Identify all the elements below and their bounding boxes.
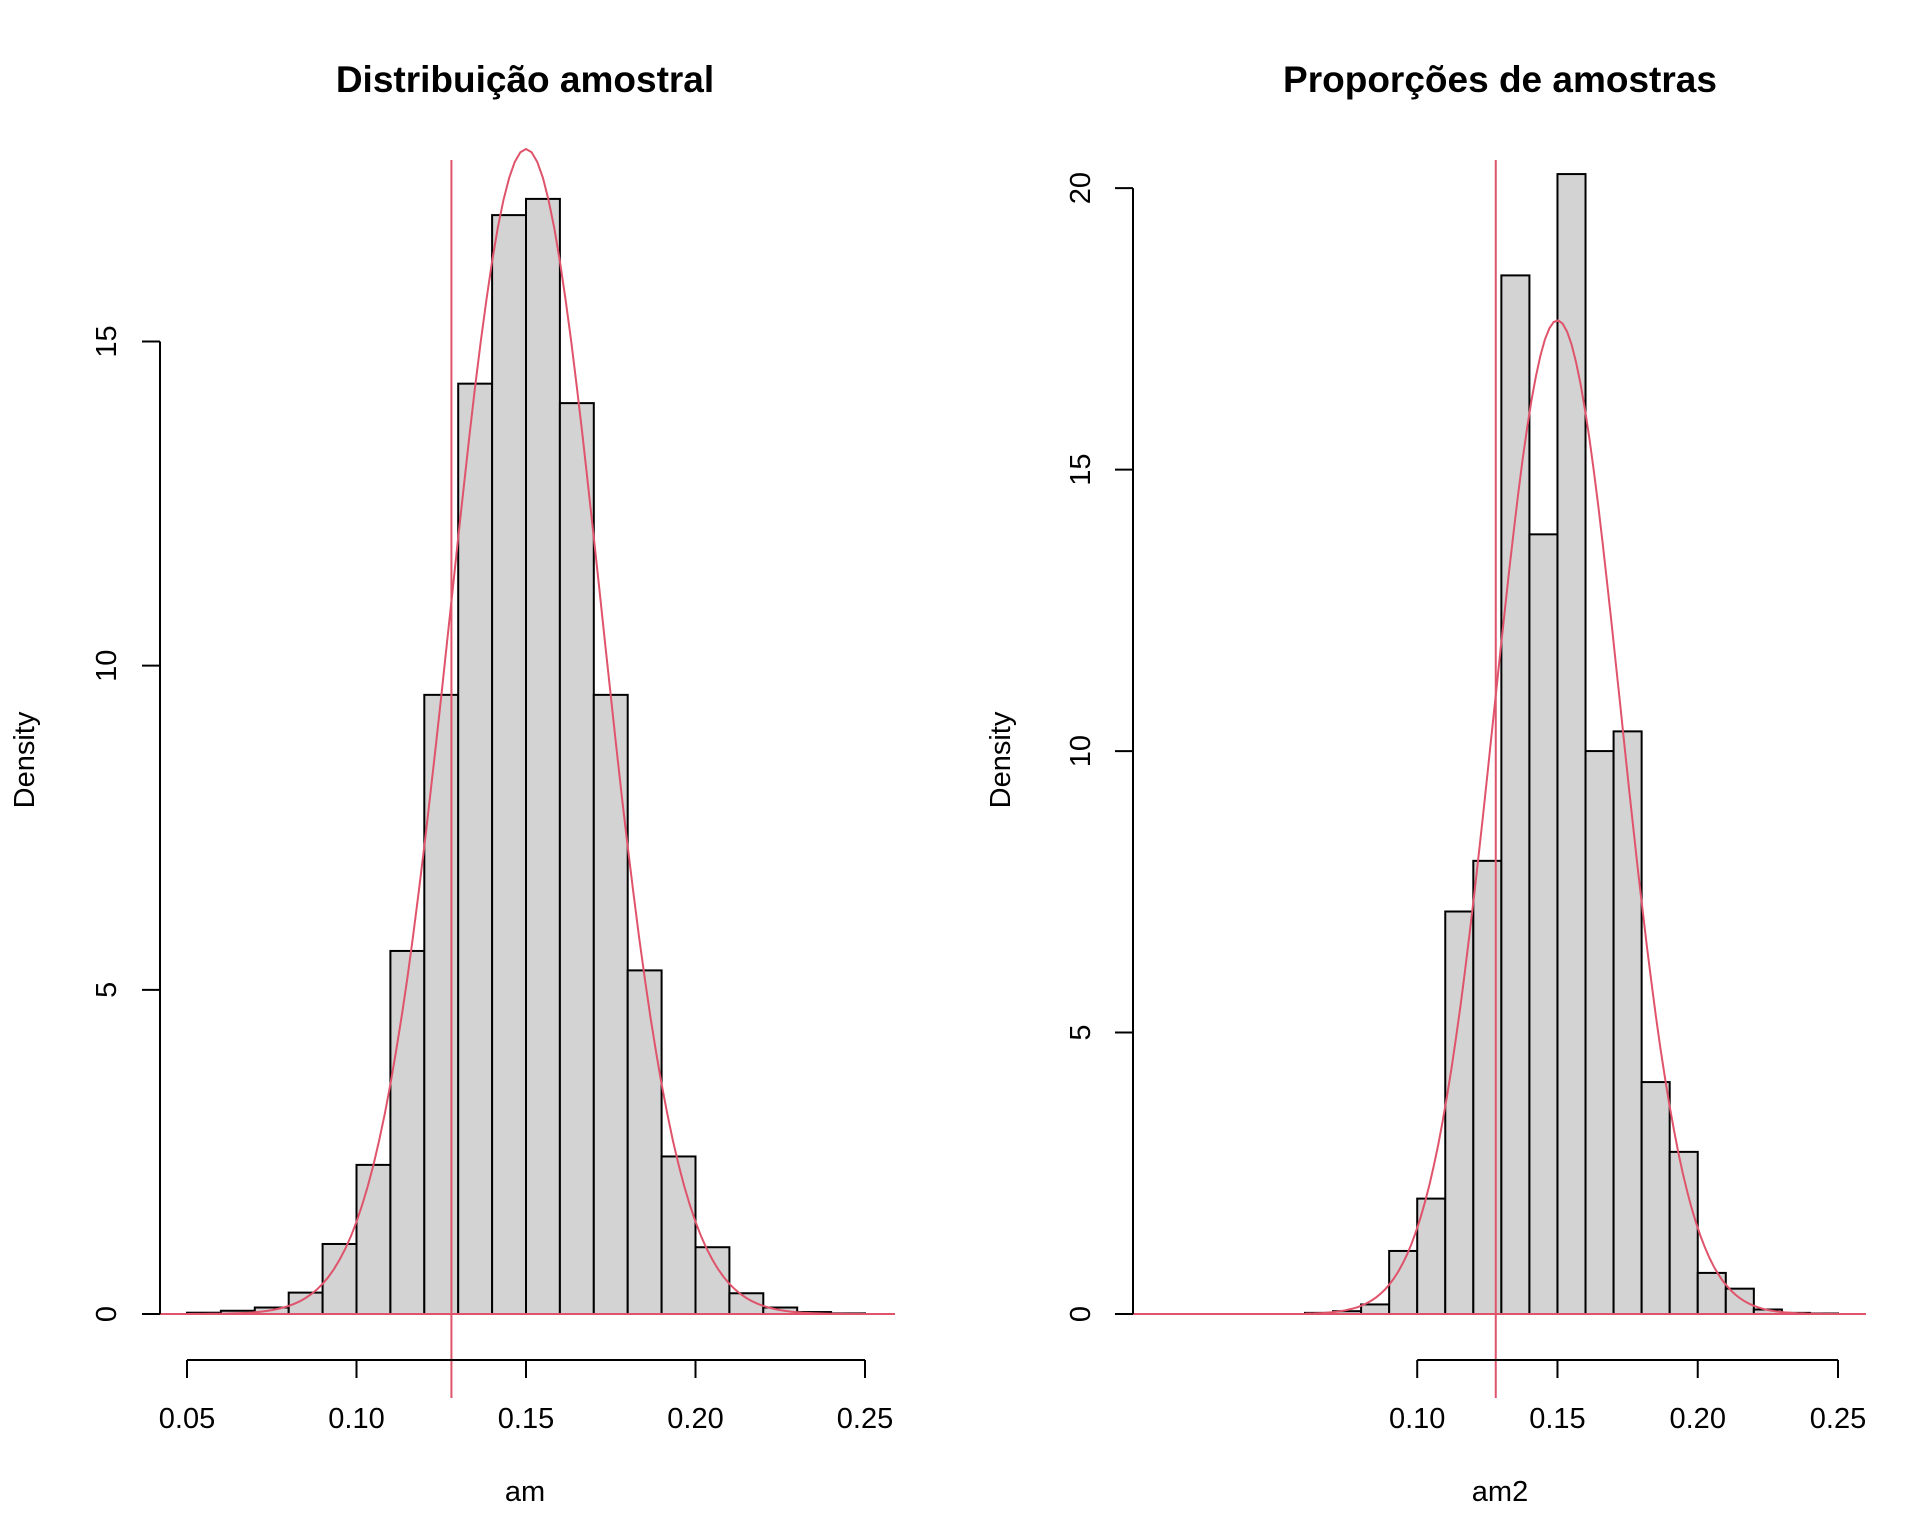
histogram-bar — [355, 1163, 392, 1316]
x-tick-label: 0.15 — [1529, 1403, 1585, 1435]
histogram-bar — [1528, 533, 1559, 1315]
histogram-bar — [1612, 730, 1643, 1315]
overlay — [152, 147, 895, 1398]
x-tick-label: 0.25 — [837, 1403, 893, 1435]
chart-title: Distribuição amostral — [336, 59, 714, 100]
histogram-bar — [423, 693, 460, 1315]
y-axis: 0 5 10 15 20 — [1065, 172, 1134, 1322]
histogram-bar — [321, 1242, 358, 1316]
histogram-bar — [1472, 859, 1503, 1315]
histogram-bar — [558, 402, 595, 1315]
y-tick-label: 5 — [1065, 1024, 1097, 1040]
y-tick-label: 5 — [91, 982, 123, 998]
y-tick-label: 15 — [1065, 453, 1097, 485]
x-tick-label: 0.05 — [159, 1403, 215, 1435]
histogram-bar — [1416, 1197, 1447, 1315]
histogram-bar — [694, 1246, 731, 1316]
bars — [1304, 173, 1840, 1316]
x-tick-label: 0.10 — [328, 1403, 384, 1435]
chart-title: Proporções de amostras — [1283, 59, 1717, 100]
panel-right-histogram: Proporções de amostras am2 Density 0.10 0… — [985, 59, 1866, 1508]
histogram-bar — [1724, 1287, 1755, 1316]
normal-density-curve — [186, 147, 866, 1315]
histogram-bar — [1584, 750, 1615, 1315]
histogram-bar — [660, 1155, 697, 1316]
y-tick-label: 0 — [1065, 1306, 1097, 1322]
histogram-bar — [1444, 910, 1475, 1315]
histogram-bar — [1640, 1081, 1671, 1315]
x-tick-label: 0.20 — [667, 1403, 723, 1435]
x-axis-label: am — [505, 1476, 545, 1508]
histogram-bar — [525, 197, 561, 1315]
histogram-bar — [1360, 1303, 1391, 1316]
histogram-bar — [1500, 274, 1531, 1315]
histogram-bar — [626, 969, 663, 1315]
y-axis-label: Density — [985, 711, 1017, 808]
y-tick-label: 10 — [91, 650, 123, 682]
y-axis-label: Density — [9, 711, 41, 808]
histogram-bar — [1556, 173, 1587, 1316]
y-tick-label: 10 — [1065, 735, 1097, 767]
x-axis-label: am2 — [1472, 1476, 1528, 1508]
histogram-bar — [491, 214, 528, 1316]
histogram-bar — [457, 382, 494, 1316]
x-tick-label: 0.25 — [1810, 1403, 1866, 1435]
histogram-bar — [389, 949, 426, 1316]
y-axis: 0 5 10 15 — [91, 325, 161, 1322]
bars — [186, 197, 866, 1316]
x-axis: 0.05 0.10 0.15 0.20 0.25 — [159, 1359, 893, 1435]
x-tick-label: 0.10 — [1389, 1403, 1445, 1435]
x-axis: 0.10 0.15 0.20 0.25 — [1389, 1359, 1866, 1435]
x-tick-label: 0.15 — [498, 1403, 554, 1435]
x-tick-label: 0.20 — [1670, 1403, 1726, 1435]
y-tick-label: 20 — [1065, 172, 1097, 204]
histogram-bar — [592, 693, 629, 1315]
y-tick-label: 15 — [91, 325, 123, 357]
panel-left-histogram: Distribuição amostral am Density 0.05 0.1… — [9, 59, 895, 1508]
overlay — [1130, 160, 1866, 1398]
normal-density-curve — [1304, 319, 1838, 1315]
y-tick-label: 0 — [91, 1306, 123, 1322]
